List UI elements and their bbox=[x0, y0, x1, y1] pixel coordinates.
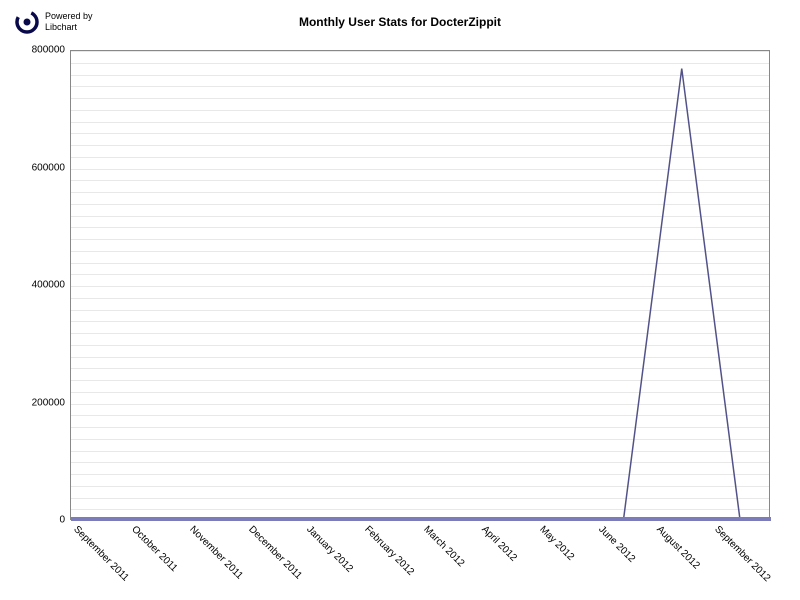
x-tick-label: November 2011 bbox=[188, 524, 246, 582]
x-tick-label: April 2012 bbox=[479, 524, 519, 564]
x-tick-label: September 2011 bbox=[71, 524, 131, 584]
x-tick-label: October 2011 bbox=[129, 524, 179, 574]
grid-lines bbox=[71, 51, 769, 519]
x-tick-label: December 2011 bbox=[246, 524, 304, 582]
plot-area bbox=[70, 50, 770, 520]
x-tick-label: March 2012 bbox=[421, 524, 466, 569]
y-tick-label: 800000 bbox=[32, 45, 65, 56]
x-tick-label: June 2012 bbox=[596, 524, 637, 565]
y-tick-label: 600000 bbox=[32, 162, 65, 173]
x-tick-label: August 2012 bbox=[654, 524, 701, 571]
x-tick-label: February 2012 bbox=[363, 524, 417, 578]
y-tick-label: 0 bbox=[59, 515, 65, 526]
y-tick-label: 400000 bbox=[32, 280, 65, 291]
x-tick-label: September 2012 bbox=[713, 524, 773, 584]
y-tick-label: 200000 bbox=[32, 397, 65, 408]
baseline-band bbox=[71, 517, 771, 521]
chart-container: Powered by Libchart Monthly User Stats f… bbox=[0, 0, 800, 600]
chart-title: Monthly User Stats for DocterZippit bbox=[0, 15, 800, 29]
x-tick-label: January 2012 bbox=[304, 524, 355, 575]
x-tick-label: May 2012 bbox=[538, 524, 577, 563]
